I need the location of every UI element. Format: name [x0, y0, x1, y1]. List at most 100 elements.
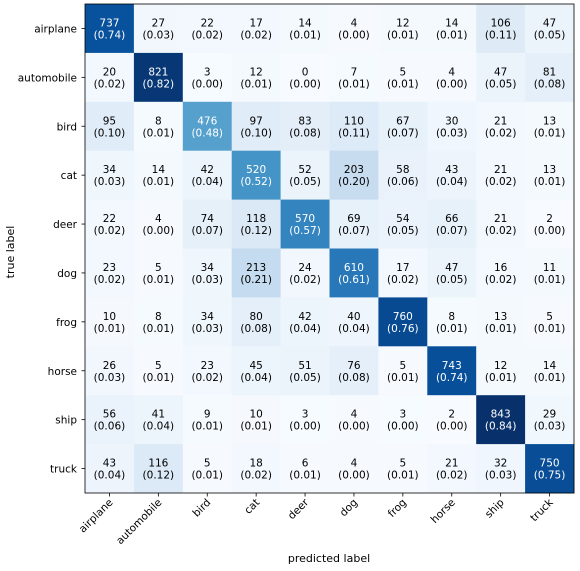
cell-count-label: 17: [396, 262, 409, 274]
heatmap-cell: [85, 52, 135, 103]
heatmap-cell: [182, 297, 233, 347]
cell-count-label: 74: [201, 213, 215, 225]
heatmap-cell: [525, 4, 575, 54]
cell-fraction-label: (0.61): [338, 274, 370, 286]
cell-count-label: 118: [246, 213, 266, 225]
heatmap-cell: [476, 297, 526, 347]
cell-fraction-label: (0.01): [289, 29, 321, 41]
cell-fraction-label: (0.04): [338, 323, 370, 335]
cell-count-label: 24: [298, 262, 312, 274]
cell-fraction-label: (0.05): [436, 274, 468, 286]
heatmap-cell: [280, 395, 330, 445]
cell-fraction-label: (0.00): [143, 225, 175, 237]
cell-count-label: 8: [448, 311, 455, 323]
cell-fraction-label: (0.01): [436, 323, 468, 335]
x-tick-label: dog: [338, 497, 360, 519]
cell-fraction-label: (0.08): [534, 78, 566, 90]
cell-count-label: 52: [298, 164, 311, 176]
cell-fraction-label: (0.02): [240, 29, 272, 41]
x-axis-label: predicted label: [288, 552, 370, 565]
heatmap-cell: [329, 346, 379, 396]
cell-count-label: 22: [103, 213, 116, 225]
heatmap-cell: [378, 346, 428, 396]
heatmap-cell: [525, 346, 575, 396]
plot-area: 737(0.74)27(0.03)22(0.02)17(0.02)14(0.01…: [84, 3, 575, 494]
cell-fraction-label: (0.01): [485, 323, 517, 335]
heatmap-cell: [476, 248, 526, 298]
cell-count-label: 743: [442, 360, 462, 372]
heatmap-cell: [476, 199, 526, 249]
heatmap-cell: [280, 101, 330, 152]
cell-fraction-label: (0.02): [240, 470, 272, 482]
cell-count-label: 67: [396, 115, 409, 127]
cell-count-label: 10: [103, 311, 116, 323]
heatmap-cell: [182, 150, 233, 200]
cell-fraction-label: (0.84): [485, 421, 517, 433]
cell-fraction-label: (0.10): [240, 127, 272, 139]
cell-count-label: 7: [351, 66, 358, 78]
heatmap-cell: [329, 4, 379, 54]
heatmap-cell: [378, 395, 428, 445]
heatmap-cell: [182, 199, 233, 249]
cell-fraction-label: (0.01): [143, 274, 175, 286]
cell-fraction-label: (0.01): [240, 78, 272, 90]
cell-fraction-label: (0.82): [143, 78, 175, 90]
heatmap-cell: [329, 248, 379, 298]
heatmap-cell: [525, 101, 575, 152]
cell-fraction-label: (0.01): [534, 372, 566, 384]
plot-frame: [84, 3, 575, 494]
cell-fraction-label: (0.11): [485, 29, 517, 41]
cell-fraction-label: (0.01): [338, 78, 370, 90]
cell-fraction-label: (0.01): [191, 470, 223, 482]
cell-fraction-label: (0.02): [191, 29, 223, 41]
heatmap-cell: [231, 444, 281, 494]
y-tick-label: truck: [50, 464, 78, 476]
heatmap-cell: [427, 101, 477, 152]
y-tick-label: horse: [48, 366, 77, 378]
heatmap-cell: [133, 199, 184, 249]
cell-count-label: 9: [204, 409, 211, 421]
cell-count-label: 34: [201, 262, 215, 274]
cell-count-label: 10: [249, 409, 262, 421]
heatmap-cell: [329, 297, 379, 347]
heatmap-cell: [231, 4, 281, 54]
heatmap-cell: [280, 150, 330, 200]
cell-fraction-label: (0.01): [289, 470, 321, 482]
cell-count-label: 29: [543, 409, 556, 421]
cell-fraction-label: (0.00): [387, 421, 419, 433]
cell-count-label: 21: [494, 164, 507, 176]
cell-count-label: 43: [103, 458, 116, 470]
heatmap-cell: [133, 248, 184, 298]
cell-fraction-label: (0.21): [240, 274, 272, 286]
heatmap-cell: [85, 248, 135, 298]
heatmap-cell: [329, 395, 379, 445]
y-tick-label: ship: [55, 415, 77, 427]
x-tick-label: ship: [483, 496, 507, 520]
cell-count-label: 737: [99, 17, 119, 29]
heatmap-cell: [378, 248, 428, 298]
heatmap-cell: [133, 346, 184, 396]
heatmap-cell: [133, 150, 184, 200]
cell-count-label: 23: [201, 360, 214, 372]
cell-fraction-label: (0.02): [94, 274, 126, 286]
cell-count-label: 570: [295, 213, 315, 225]
cell-fraction-label: (0.01): [534, 323, 566, 335]
cell-count-label: 42: [201, 164, 214, 176]
cell-count-label: 43: [445, 164, 458, 176]
cell-count-label: 821: [148, 66, 168, 78]
heatmap-cell: [280, 297, 330, 347]
heatmap-cell: [525, 395, 575, 445]
cell-fraction-label: (0.01): [387, 78, 419, 90]
cell-fraction-label: (0.05): [485, 78, 517, 90]
cell-fraction-label: (0.01): [240, 421, 272, 433]
heatmap-cell: [85, 101, 135, 152]
cell-fraction-label: (0.04): [240, 372, 272, 384]
cell-fraction-label: (0.05): [534, 29, 566, 41]
cell-count-label: 4: [351, 409, 358, 421]
heatmap-cell: [378, 4, 428, 54]
cell-fraction-label: (0.57): [289, 225, 321, 237]
y-tick-label: bird: [57, 121, 77, 133]
cell-fraction-label: (0.04): [143, 421, 175, 433]
cell-fraction-label: (0.03): [191, 274, 223, 286]
y-axis-ticks: airplane automobile bird cat deer dog frog hors…: [18, 23, 85, 476]
